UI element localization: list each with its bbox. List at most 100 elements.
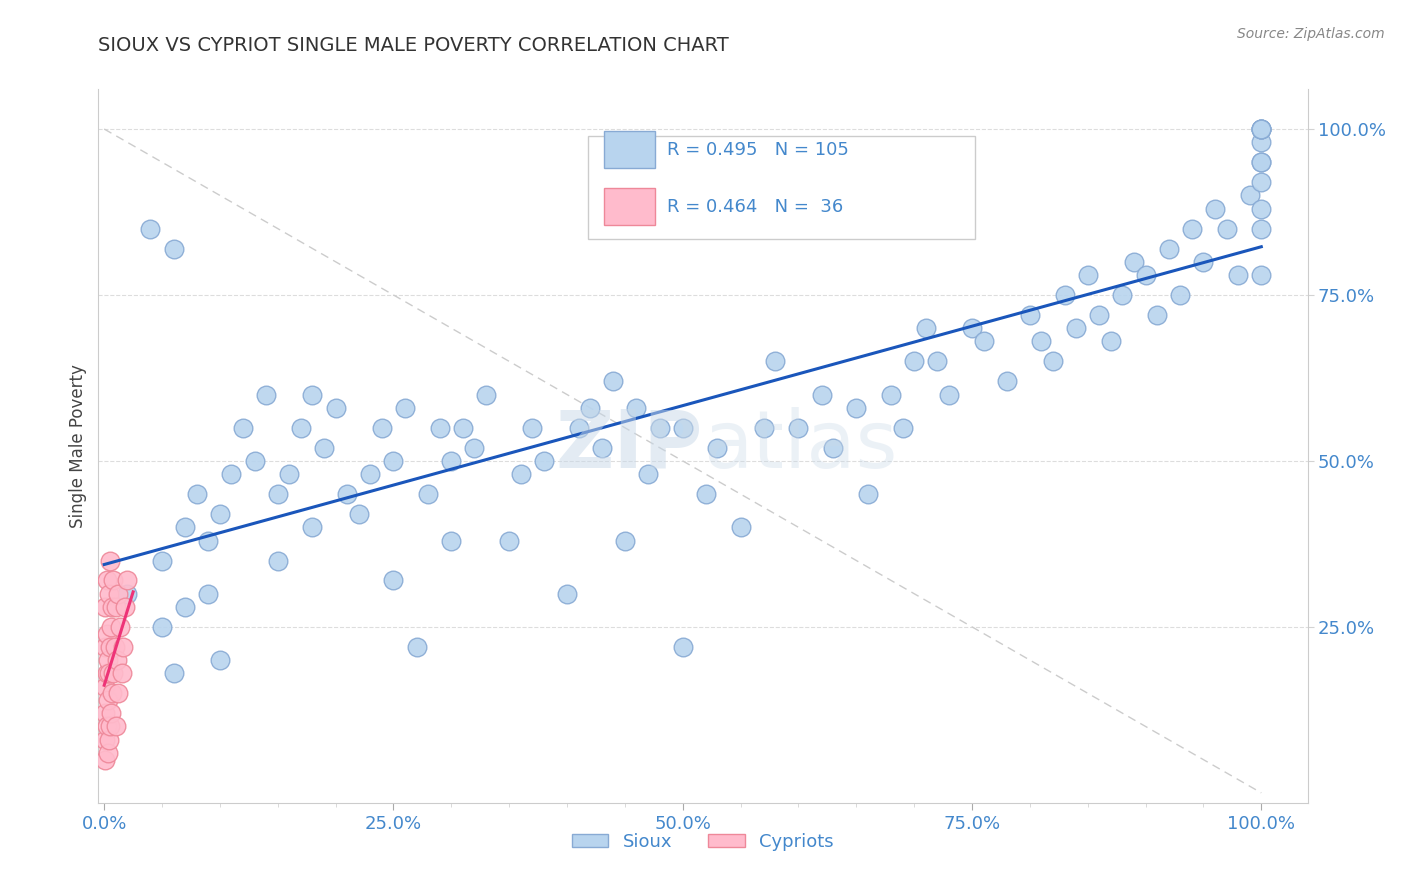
Point bbox=[591, 441, 613, 455]
Point bbox=[1111, 288, 1133, 302]
Point bbox=[103, 666, 125, 681]
Point bbox=[197, 533, 219, 548]
Point bbox=[787, 421, 810, 435]
Text: atlas: atlas bbox=[703, 407, 897, 485]
Point bbox=[1157, 242, 1180, 256]
Point bbox=[973, 334, 995, 349]
Point bbox=[1250, 122, 1272, 136]
Point bbox=[278, 467, 301, 482]
Point bbox=[845, 401, 868, 415]
Point bbox=[394, 401, 416, 415]
Point bbox=[463, 441, 485, 455]
Point bbox=[856, 487, 879, 501]
Point bbox=[325, 401, 347, 415]
Point bbox=[97, 732, 120, 747]
Point bbox=[162, 242, 184, 256]
Point bbox=[98, 719, 121, 733]
Point bbox=[672, 640, 695, 654]
Point bbox=[1077, 268, 1099, 282]
Point bbox=[94, 599, 117, 614]
Point bbox=[97, 587, 120, 601]
Point bbox=[1239, 188, 1261, 202]
Point bbox=[94, 706, 117, 721]
Point bbox=[1031, 334, 1053, 349]
Point bbox=[602, 374, 624, 388]
Point bbox=[672, 421, 695, 435]
Point bbox=[763, 354, 786, 368]
Point bbox=[186, 487, 208, 501]
Point bbox=[927, 354, 949, 368]
Point bbox=[107, 686, 129, 700]
Point bbox=[208, 653, 231, 667]
Point bbox=[97, 746, 120, 760]
Point bbox=[301, 520, 323, 534]
Point bbox=[232, 421, 254, 435]
FancyBboxPatch shape bbox=[588, 136, 976, 239]
Point bbox=[730, 520, 752, 534]
Point bbox=[522, 421, 544, 435]
Point bbox=[94, 732, 117, 747]
Point bbox=[103, 574, 125, 588]
Point bbox=[290, 421, 312, 435]
Point bbox=[960, 321, 983, 335]
Point bbox=[1250, 122, 1272, 136]
Point bbox=[1250, 175, 1272, 189]
Point bbox=[626, 401, 648, 415]
Point bbox=[382, 454, 405, 468]
Point bbox=[637, 467, 659, 482]
Point bbox=[1088, 308, 1111, 322]
Point bbox=[254, 387, 277, 401]
Point bbox=[405, 640, 427, 654]
Y-axis label: Single Male Poverty: Single Male Poverty bbox=[69, 364, 87, 528]
Point bbox=[695, 487, 717, 501]
Point bbox=[150, 553, 173, 567]
Point bbox=[267, 553, 290, 567]
Point bbox=[810, 387, 832, 401]
Point bbox=[1192, 254, 1215, 268]
Point bbox=[110, 666, 132, 681]
Point bbox=[938, 387, 960, 401]
Point bbox=[706, 441, 728, 455]
Point bbox=[1099, 334, 1122, 349]
Point bbox=[111, 640, 134, 654]
Point bbox=[174, 520, 197, 534]
Point bbox=[914, 321, 936, 335]
Point bbox=[995, 374, 1018, 388]
Text: R = 0.464   N =  36: R = 0.464 N = 36 bbox=[666, 198, 844, 216]
Point bbox=[359, 467, 381, 482]
Point bbox=[1250, 268, 1272, 282]
Point bbox=[579, 401, 602, 415]
Point bbox=[94, 680, 117, 694]
Point bbox=[1064, 321, 1087, 335]
Legend: Sioux, Cypriots: Sioux, Cypriots bbox=[565, 826, 841, 858]
Point bbox=[267, 487, 290, 501]
Point bbox=[301, 387, 323, 401]
Point bbox=[498, 533, 520, 548]
Point bbox=[1250, 202, 1272, 216]
Point bbox=[1146, 308, 1168, 322]
Point bbox=[104, 599, 127, 614]
Point bbox=[98, 640, 121, 654]
Text: Source: ZipAtlas.com: Source: ZipAtlas.com bbox=[1237, 27, 1385, 41]
Point bbox=[440, 454, 463, 468]
Point bbox=[162, 666, 184, 681]
Point bbox=[382, 574, 405, 588]
Point bbox=[94, 640, 117, 654]
Point bbox=[336, 487, 359, 501]
Point bbox=[94, 753, 117, 767]
Point bbox=[96, 719, 118, 733]
Point bbox=[752, 421, 775, 435]
Point bbox=[613, 533, 636, 548]
Point bbox=[97, 653, 120, 667]
Point bbox=[97, 666, 120, 681]
Point bbox=[648, 421, 671, 435]
Point bbox=[347, 507, 370, 521]
Point bbox=[1227, 268, 1250, 282]
Point bbox=[1250, 122, 1272, 136]
Point bbox=[1250, 136, 1272, 150]
Point bbox=[174, 599, 197, 614]
Point bbox=[1181, 221, 1204, 235]
Point bbox=[418, 487, 440, 501]
Point bbox=[100, 706, 122, 721]
Point bbox=[104, 640, 127, 654]
